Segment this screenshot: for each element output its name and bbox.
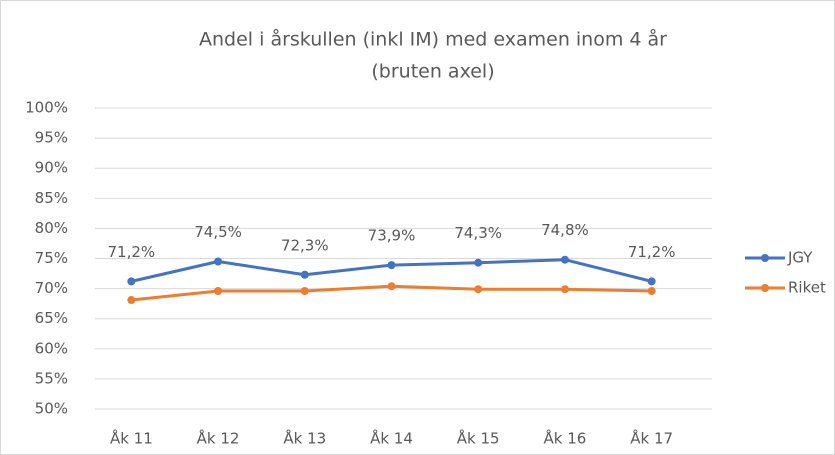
data-point (387, 282, 396, 291)
x-tick-label: Åk 17 (630, 429, 673, 448)
y-tick-label: 65% (35, 309, 68, 327)
y-tick-label: 85% (35, 189, 68, 207)
data-point (647, 277, 656, 286)
data-label: 73,9% (368, 227, 416, 245)
y-tick-label: 75% (35, 249, 68, 267)
legend-label: JGY (787, 249, 813, 267)
y-tick-label: 95% (35, 129, 68, 147)
y-tick-label: 90% (35, 159, 68, 177)
data-point (560, 255, 569, 264)
x-tick-label: Åk 11 (110, 429, 153, 448)
data-label: 72,3% (281, 236, 329, 254)
legend-marker (761, 254, 769, 262)
y-tick-label: 80% (35, 219, 68, 237)
y-tick-label: 100% (25, 99, 68, 117)
data-point (560, 285, 569, 294)
data-point (647, 287, 656, 296)
x-tick-label: Åk 15 (457, 429, 500, 448)
data-point (127, 277, 136, 286)
x-tick-label: Åk 14 (370, 429, 413, 448)
x-tick-label: Åk 16 (544, 429, 587, 448)
y-tick-label: 55% (35, 369, 68, 387)
data-point (300, 287, 309, 296)
legend-label: Riket (788, 279, 826, 297)
chart-title: Andel i årskullen (inkl IM) med examen i… (199, 28, 667, 51)
data-point (214, 257, 223, 266)
x-tick-label: Åk 13 (283, 429, 326, 448)
data-point (474, 285, 483, 294)
y-tick-label: 60% (35, 339, 68, 357)
y-tick-label: 70% (35, 279, 68, 297)
data-label: 74,5% (194, 223, 242, 241)
chart-title: (bruten axel) (371, 61, 494, 83)
data-point (387, 261, 396, 270)
data-label: 74,3% (454, 224, 502, 242)
data-point (300, 270, 309, 279)
data-point (127, 296, 136, 305)
y-tick-label: 50% (35, 400, 68, 418)
data-label: 71,2% (628, 243, 676, 261)
legend-marker (761, 284, 769, 292)
data-label: 74,8% (541, 221, 589, 239)
x-tick-label: Åk 12 (197, 429, 240, 448)
data-point (474, 258, 483, 267)
data-point (214, 287, 223, 296)
data-label: 71,2% (108, 243, 156, 261)
